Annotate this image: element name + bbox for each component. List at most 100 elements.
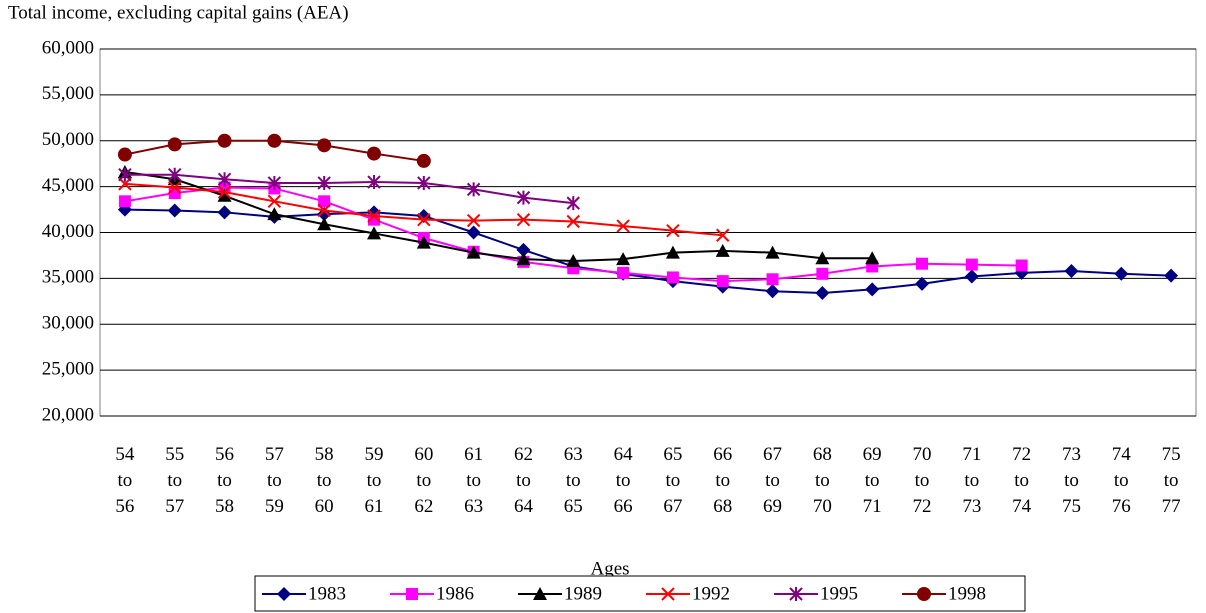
- marker: [317, 138, 332, 153]
- legend-marker: [917, 587, 931, 601]
- legend-label: 1989: [564, 583, 602, 604]
- y-tick-label: 60,000: [42, 37, 94, 58]
- x-tick-label: 62 to 64: [513, 444, 533, 517]
- x-tick-label: 61 to 63: [464, 444, 484, 517]
- x-tick-label: 73 to 75: [1061, 444, 1081, 517]
- marker: [417, 212, 431, 227]
- marker: [466, 182, 481, 197]
- marker: [416, 235, 431, 249]
- marker: [566, 214, 580, 229]
- x-tick-label: 69 to 71: [862, 444, 882, 517]
- legend-marker: [661, 587, 675, 601]
- x-tick-label: 60 to 62: [414, 444, 434, 517]
- marker: [118, 195, 131, 208]
- legend-marker: [533, 587, 547, 600]
- marker: [964, 269, 979, 284]
- x-axis-label: Ages: [590, 558, 629, 579]
- y-tick-label: 40,000: [42, 221, 94, 242]
- marker: [416, 153, 431, 168]
- y-tick-label: 30,000: [42, 313, 94, 334]
- marker: [267, 194, 282, 209]
- marker: [217, 185, 232, 199]
- marker: [916, 257, 928, 270]
- y-tick-label: 45,000: [42, 175, 94, 196]
- legend-marker: [406, 588, 418, 600]
- x-tick-label: 58 to 60: [314, 444, 334, 517]
- marker: [516, 242, 531, 257]
- x-tick-label: 63 to 65: [563, 444, 583, 517]
- marker: [765, 284, 780, 299]
- marker: [317, 175, 331, 190]
- x-tick-label: 57 to 59: [264, 444, 284, 517]
- x-tick-label: 54 to 56: [115, 444, 135, 517]
- x-tick-label: 59 to 61: [364, 444, 384, 517]
- marker: [117, 147, 132, 162]
- legend-label: 1986: [436, 583, 474, 604]
- marker: [466, 225, 481, 240]
- legend-marker: [277, 587, 291, 601]
- marker: [267, 175, 282, 190]
- marker: [167, 137, 182, 152]
- marker: [566, 253, 581, 267]
- marker: [617, 266, 630, 279]
- legend-label: 1983: [308, 583, 346, 604]
- marker: [317, 217, 332, 231]
- x-tick-label: 66 to 68: [713, 444, 733, 517]
- x-tick-label: 56 to 58: [215, 444, 235, 517]
- marker: [318, 195, 331, 208]
- marker: [1164, 268, 1179, 283]
- marker: [516, 212, 531, 227]
- x-tick-label: 65 to 67: [663, 444, 683, 517]
- series-line: [124, 208, 1172, 295]
- marker: [367, 209, 381, 223]
- marker: [965, 258, 978, 271]
- legend-marker: [789, 587, 803, 601]
- marker: [317, 203, 331, 218]
- marker: [815, 251, 830, 265]
- y-tick-label: 20,000: [42, 404, 94, 425]
- x-tick-label: 70 to 72: [912, 444, 932, 517]
- marker: [915, 276, 929, 291]
- marker: [167, 203, 182, 218]
- marker: [716, 275, 729, 288]
- legend-label: 1995: [820, 583, 858, 604]
- marker: [118, 167, 132, 182]
- chart-title: Total income, excluding capital gains (A…: [8, 2, 349, 23]
- legend: [254, 575, 1026, 612]
- x-tick-label: 72 to 74: [1012, 444, 1032, 517]
- x-tick-label: 55 to 57: [165, 444, 185, 517]
- marker: [217, 172, 232, 187]
- marker: [466, 213, 481, 228]
- legend-label: 1992: [692, 583, 730, 604]
- marker: [267, 207, 282, 221]
- marker: [516, 190, 531, 205]
- marker: [616, 219, 630, 233]
- marker: [267, 133, 282, 148]
- marker: [367, 175, 381, 190]
- marker: [168, 167, 182, 182]
- marker: [1064, 264, 1079, 279]
- marker: [217, 133, 232, 148]
- marker: [666, 271, 679, 284]
- x-tick-label: 74 to 76: [1111, 444, 1131, 517]
- x-tick-label: 71 to 73: [962, 444, 982, 517]
- marker: [367, 146, 381, 161]
- marker: [1015, 259, 1028, 272]
- marker: [168, 180, 182, 195]
- marker: [466, 245, 481, 259]
- marker: [367, 226, 381, 240]
- series-line: [124, 170, 873, 262]
- y-tick-label: 35,000: [42, 267, 94, 288]
- marker: [766, 273, 779, 286]
- marker: [865, 282, 880, 297]
- marker: [715, 243, 730, 257]
- x-tick-label: 68 to 70: [812, 444, 832, 517]
- y-tick-label: 50,000: [42, 129, 94, 150]
- x-tick-label: 75 to 77: [1161, 444, 1181, 517]
- marker: [1114, 266, 1129, 281]
- marker: [217, 188, 232, 202]
- x-tick-label: 67 to 69: [763, 444, 783, 517]
- marker: [566, 196, 580, 211]
- marker: [865, 251, 880, 265]
